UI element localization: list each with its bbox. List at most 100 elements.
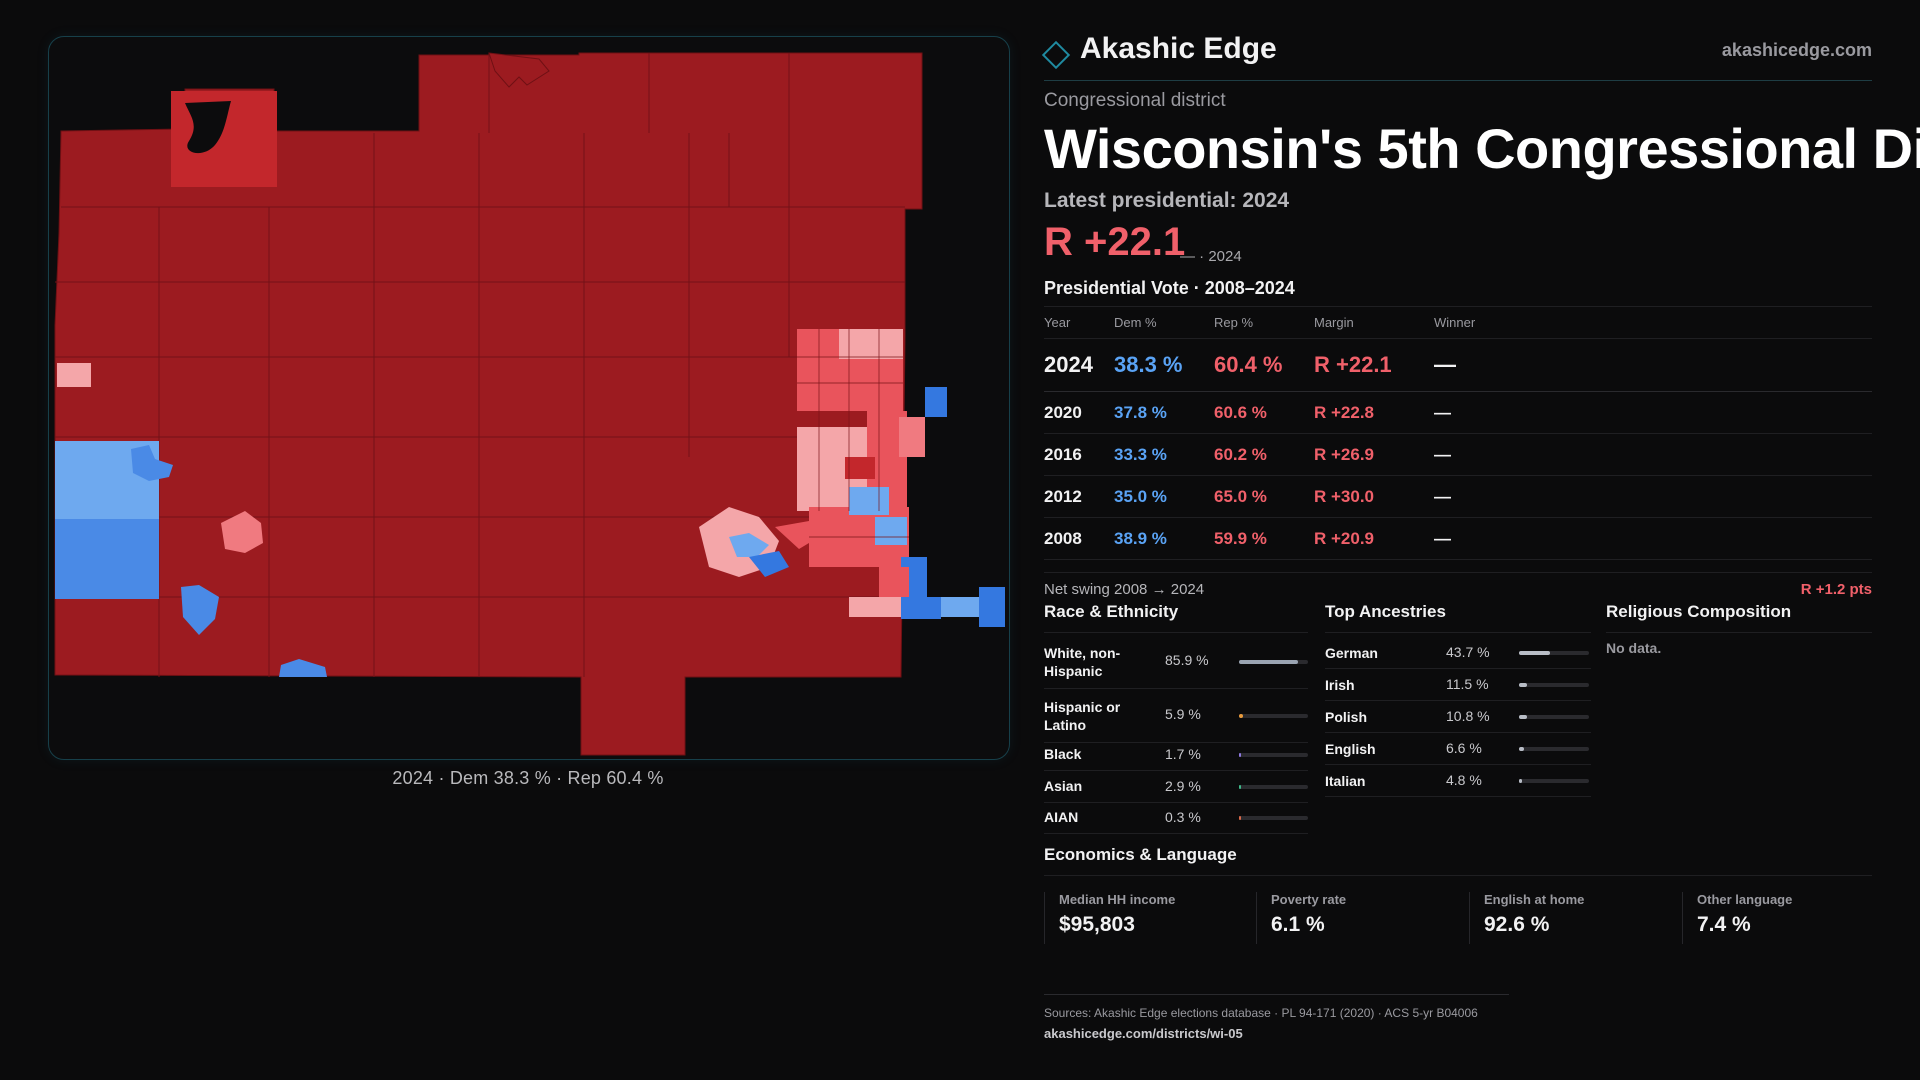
race-bar-fill xyxy=(1239,660,1299,664)
sources-divider xyxy=(1044,994,1509,995)
race-row: Asian 2.9 % xyxy=(1044,770,1308,803)
cell-margin: R +22.8 xyxy=(1314,391,1434,434)
cell-year: 2008 xyxy=(1044,517,1114,560)
ancestry-value: 11.5 % xyxy=(1446,676,1489,692)
ancestry-bar-track xyxy=(1519,715,1589,719)
district-url-link[interactable]: akashicedge.com/districts/wi-05 xyxy=(1044,1026,1243,1041)
ancestry-label: German xyxy=(1325,645,1378,661)
ancestry-label: Polish xyxy=(1325,709,1368,725)
race-bar-fill xyxy=(1239,714,1244,718)
vote-history-title: Presidential Vote · 2008–2024 xyxy=(1044,278,1295,298)
cell-rep: 60.6 % xyxy=(1214,391,1314,434)
ancestry-label: Italian xyxy=(1325,773,1366,789)
cell-dem: 35.0 % xyxy=(1114,475,1214,518)
econ-card-english: English at home 92.6 % xyxy=(1469,892,1584,944)
econ-label: Poverty rate xyxy=(1271,892,1347,907)
cell-winner: — xyxy=(1434,338,1872,392)
map-region-safe-d-left xyxy=(55,519,159,599)
race-bar-track xyxy=(1239,785,1308,789)
race-value: 0.3 % xyxy=(1165,809,1201,825)
cell-winner: — xyxy=(1434,433,1872,476)
ancestry-row: German 43.7 % xyxy=(1325,637,1591,669)
map-region-suburban-mix xyxy=(699,329,1005,627)
econ-value: 92.6 % xyxy=(1484,913,1550,936)
econ-value: 7.4 % xyxy=(1697,913,1751,936)
race-value: 85.9 % xyxy=(1165,652,1209,668)
cell-dem: 38.9 % xyxy=(1114,517,1214,560)
race-label: AIAN xyxy=(1044,809,1079,825)
ancestry-bar-track xyxy=(1519,683,1589,687)
cell-winner: — xyxy=(1434,517,1872,560)
religion-divider xyxy=(1606,632,1872,633)
table-header-row: Year Dem % Rep % Margin Winner xyxy=(1044,306,1872,339)
col-header-dem: Dem % xyxy=(1114,306,1214,339)
cell-rep: 59.9 % xyxy=(1214,517,1314,560)
race-row: AIAN 0.3 % xyxy=(1044,801,1308,834)
logo-diamond-icon xyxy=(1041,40,1071,70)
map-tract-lines xyxy=(797,329,909,538)
ancestry-value: 43.7 % xyxy=(1446,644,1490,660)
cell-year: 2024 xyxy=(1044,338,1114,392)
econ-card-poverty: Poverty rate 6.1 % xyxy=(1256,892,1346,944)
ancestry-bar-fill xyxy=(1519,747,1524,751)
race-bar-fill xyxy=(1239,785,1241,789)
ancestry-bar-fill xyxy=(1519,715,1527,719)
cell-dem: 37.8 % xyxy=(1114,391,1214,434)
sources-text: Sources: Akashic Edge elections database… xyxy=(1044,1006,1478,1020)
map-region-d-south xyxy=(181,585,219,635)
net-swing-label: Net swing 2008 → 2024 xyxy=(1044,581,1205,598)
net-swing-value: R +1.2 pts xyxy=(1800,581,1872,598)
econ-label: Median HH income xyxy=(1059,892,1176,907)
cell-year: 2012 xyxy=(1044,475,1114,518)
ancestry-row: English 6.6 % xyxy=(1325,733,1591,765)
ancestry-bar-track xyxy=(1519,747,1589,751)
col-header-year: Year xyxy=(1044,306,1114,339)
cell-margin: R +26.9 xyxy=(1314,433,1434,476)
econ-label: Other language xyxy=(1697,892,1793,907)
religion-section-title: Religious Composition xyxy=(1606,602,1792,621)
race-row: White, non- Hispanic 85.9 % xyxy=(1044,636,1308,689)
race-bar-fill xyxy=(1239,816,1241,820)
cell-winner: — xyxy=(1434,475,1872,518)
site-url-link[interactable]: akashicedge.com xyxy=(1721,40,1872,60)
economics-divider xyxy=(1044,875,1872,876)
ancestry-label: Irish xyxy=(1325,677,1355,693)
cell-rep: 60.2 % xyxy=(1214,433,1314,476)
religion-empty-text: No data. xyxy=(1606,640,1662,656)
ancestry-label: English xyxy=(1325,741,1376,757)
econ-card-other-language: Other language 7.4 % xyxy=(1682,892,1792,944)
cell-year: 2020 xyxy=(1044,391,1114,434)
cell-margin: R +20.9 xyxy=(1314,517,1434,560)
ancestry-bar-track xyxy=(1519,651,1589,655)
race-label: Hispanic or Latino xyxy=(1044,699,1121,733)
district-map-svg xyxy=(54,52,1005,756)
vote-history-table: Year Dem % Rep % Margin Winner 2024 38.3… xyxy=(1044,306,1872,560)
latest-margin-value: R +22.1 xyxy=(1044,220,1186,264)
ancestry-value: 10.8 % xyxy=(1446,708,1490,724)
map-water-2 xyxy=(488,52,550,88)
map-region-lean-r-west xyxy=(221,511,263,553)
district-type-label: Congressional district xyxy=(1044,90,1226,111)
table-row: 2012 35.0 % 65.0 % R +30.0 — xyxy=(1044,475,1872,518)
district-map[interactable] xyxy=(48,36,1010,760)
ancestry-value: 4.8 % xyxy=(1446,772,1482,788)
race-row: Black 1.7 % xyxy=(1044,738,1308,771)
race-value: 2.9 % xyxy=(1165,778,1201,794)
map-region-d-small xyxy=(131,445,173,481)
economics-section-title: Economics & Language xyxy=(1044,845,1237,864)
ancestry-bar-track xyxy=(1519,779,1589,783)
econ-value: $95,803 xyxy=(1059,913,1135,936)
ancestry-row: Italian 4.8 % xyxy=(1325,765,1591,797)
cell-margin: R +30.0 xyxy=(1314,475,1434,518)
race-row: Hispanic or Latino 5.9 % xyxy=(1044,690,1308,743)
race-bar-fill xyxy=(1239,753,1241,757)
cell-rep: 60.4 % xyxy=(1214,338,1314,392)
ancestry-value: 6.6 % xyxy=(1446,740,1482,756)
econ-value: 6.1 % xyxy=(1271,913,1325,936)
page-title: Wisconsin's 5th Congressional District xyxy=(1044,117,1920,180)
brand-name[interactable]: Akashic Edge xyxy=(1080,32,1277,65)
race-label: Black xyxy=(1044,746,1082,762)
race-section-title: Race & Ethnicity xyxy=(1044,602,1179,621)
race-value: 1.7 % xyxy=(1165,746,1201,762)
ancestry-bar-fill xyxy=(1519,683,1528,687)
